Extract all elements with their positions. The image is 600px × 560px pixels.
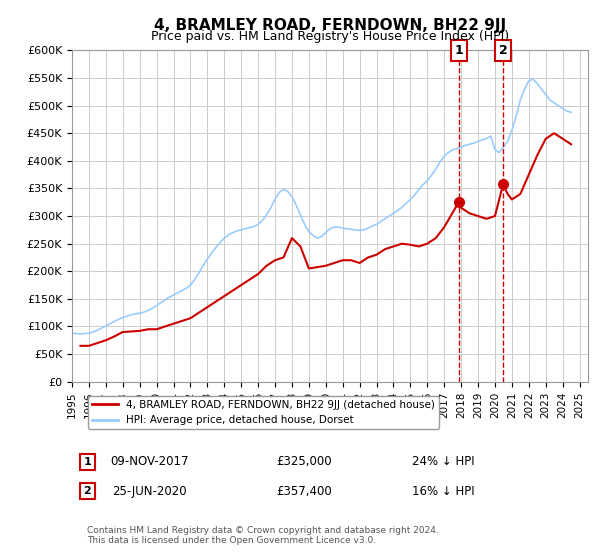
- Text: Contains HM Land Registry data © Crown copyright and database right 2024.
This d: Contains HM Land Registry data © Crown c…: [88, 526, 439, 545]
- Text: 2: 2: [83, 486, 91, 496]
- Text: 25-JUN-2020: 25-JUN-2020: [112, 484, 187, 498]
- Text: 1: 1: [454, 44, 463, 57]
- Text: 24% ↓ HPI: 24% ↓ HPI: [412, 455, 475, 469]
- Text: 09-NOV-2017: 09-NOV-2017: [110, 455, 188, 469]
- Text: £357,400: £357,400: [277, 484, 332, 498]
- Legend: 4, BRAMLEY ROAD, FERNDOWN, BH22 9JJ (detached house), HPI: Average price, detach: 4, BRAMLEY ROAD, FERNDOWN, BH22 9JJ (det…: [88, 396, 439, 430]
- Text: Price paid vs. HM Land Registry's House Price Index (HPI): Price paid vs. HM Land Registry's House …: [151, 30, 509, 43]
- Text: 4, BRAMLEY ROAD, FERNDOWN, BH22 9JJ: 4, BRAMLEY ROAD, FERNDOWN, BH22 9JJ: [154, 18, 506, 32]
- Text: £325,000: £325,000: [277, 455, 332, 469]
- Text: 1: 1: [83, 457, 91, 467]
- Text: 2: 2: [499, 44, 508, 57]
- Text: 16% ↓ HPI: 16% ↓ HPI: [412, 484, 475, 498]
